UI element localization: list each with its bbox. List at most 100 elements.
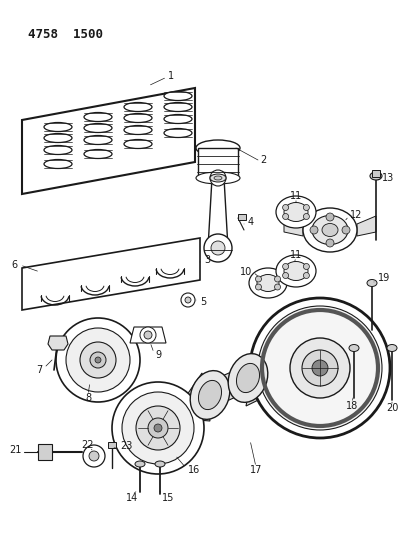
Text: 19: 19: [378, 273, 390, 283]
Ellipse shape: [44, 146, 72, 155]
Circle shape: [95, 357, 101, 363]
Ellipse shape: [84, 149, 112, 158]
Ellipse shape: [84, 135, 112, 144]
Polygon shape: [357, 216, 376, 236]
Text: 14: 14: [126, 493, 138, 503]
Circle shape: [181, 293, 195, 307]
Circle shape: [302, 350, 338, 386]
Ellipse shape: [284, 203, 308, 222]
Ellipse shape: [164, 92, 192, 101]
Text: 22: 22: [82, 440, 94, 450]
Text: 10: 10: [240, 267, 252, 277]
Ellipse shape: [164, 102, 192, 111]
Text: 7: 7: [36, 365, 42, 375]
Polygon shape: [48, 336, 68, 350]
Text: 4: 4: [248, 217, 254, 227]
Ellipse shape: [124, 125, 152, 134]
Ellipse shape: [276, 196, 316, 228]
Ellipse shape: [249, 268, 287, 298]
Polygon shape: [22, 88, 195, 194]
Text: 9: 9: [155, 350, 161, 360]
Circle shape: [185, 297, 191, 303]
Circle shape: [283, 272, 288, 279]
Circle shape: [255, 284, 262, 290]
Text: 18: 18: [346, 401, 358, 411]
Ellipse shape: [44, 159, 72, 168]
Circle shape: [312, 360, 328, 376]
Bar: [238, 214, 246, 220]
Ellipse shape: [284, 262, 308, 280]
Circle shape: [148, 418, 168, 438]
Text: 11: 11: [290, 191, 302, 201]
Ellipse shape: [210, 174, 226, 182]
Ellipse shape: [124, 102, 152, 111]
Circle shape: [304, 205, 309, 211]
Text: 20: 20: [386, 403, 398, 413]
Circle shape: [326, 239, 334, 247]
Bar: [372, 170, 380, 177]
Polygon shape: [130, 327, 166, 343]
Text: 23: 23: [120, 441, 132, 451]
Circle shape: [304, 263, 309, 270]
Polygon shape: [200, 360, 258, 413]
Text: 11: 11: [290, 250, 302, 260]
Ellipse shape: [257, 274, 279, 292]
Ellipse shape: [155, 461, 165, 467]
Circle shape: [211, 241, 225, 255]
Circle shape: [136, 406, 180, 450]
Bar: [108, 442, 116, 448]
Circle shape: [283, 214, 288, 220]
Text: 4758  1500: 4758 1500: [28, 28, 103, 41]
Ellipse shape: [322, 223, 338, 237]
Circle shape: [66, 328, 130, 392]
Text: 12: 12: [350, 210, 362, 220]
Ellipse shape: [198, 381, 222, 409]
Ellipse shape: [214, 176, 222, 180]
Ellipse shape: [135, 461, 145, 467]
Circle shape: [275, 284, 281, 290]
Ellipse shape: [164, 115, 192, 124]
Text: 13: 13: [382, 173, 394, 183]
Circle shape: [144, 331, 152, 339]
Text: 1: 1: [168, 71, 174, 81]
Circle shape: [80, 342, 116, 378]
Bar: [198, 148, 238, 178]
Polygon shape: [246, 356, 320, 406]
Ellipse shape: [387, 344, 397, 351]
Ellipse shape: [124, 114, 152, 123]
Ellipse shape: [196, 140, 240, 156]
Circle shape: [250, 298, 390, 438]
Polygon shape: [38, 444, 52, 460]
Circle shape: [304, 272, 309, 279]
Text: 21: 21: [10, 445, 22, 455]
Circle shape: [255, 276, 262, 282]
Text: 15: 15: [162, 493, 174, 503]
Ellipse shape: [349, 344, 359, 351]
Circle shape: [90, 352, 106, 368]
Circle shape: [342, 226, 350, 234]
Circle shape: [210, 170, 226, 186]
Circle shape: [290, 338, 350, 398]
Ellipse shape: [312, 215, 348, 245]
Circle shape: [283, 263, 288, 270]
Circle shape: [154, 424, 162, 432]
Circle shape: [89, 451, 99, 461]
Text: 3: 3: [204, 255, 210, 265]
Circle shape: [122, 392, 194, 464]
Polygon shape: [175, 373, 210, 421]
Ellipse shape: [228, 353, 268, 402]
Ellipse shape: [44, 123, 72, 132]
Polygon shape: [284, 216, 303, 236]
Ellipse shape: [164, 128, 192, 138]
Circle shape: [56, 318, 140, 402]
Text: 5: 5: [200, 297, 206, 307]
Ellipse shape: [196, 172, 240, 184]
Ellipse shape: [124, 140, 152, 149]
Ellipse shape: [303, 208, 357, 252]
Ellipse shape: [370, 172, 382, 180]
Ellipse shape: [367, 279, 377, 287]
Ellipse shape: [84, 112, 112, 122]
Text: 17: 17: [250, 465, 262, 475]
Polygon shape: [22, 238, 200, 310]
Circle shape: [258, 306, 382, 430]
